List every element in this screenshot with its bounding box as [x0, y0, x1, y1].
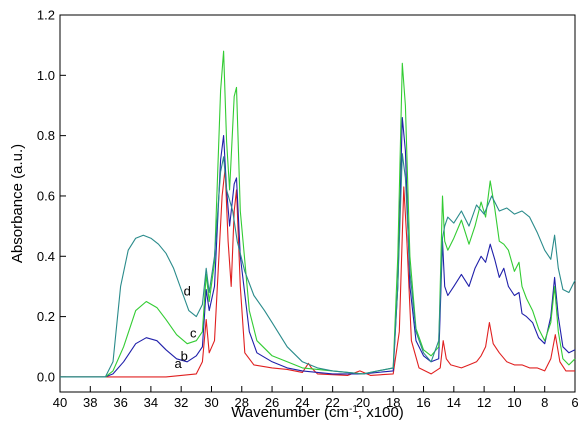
x-tick-label: 12 [477, 395, 491, 410]
y-tick-label: 1.2 [37, 8, 55, 23]
y-tick-label: 0.4 [37, 249, 55, 264]
x-tick-label: 24 [295, 395, 309, 410]
x-axis-title-tail: , x100) [358, 404, 404, 421]
y-tick-label: 0.0 [37, 369, 55, 384]
x-tick-label: 28 [235, 395, 249, 410]
curve-labels: abc d [175, 283, 198, 370]
plot-frame [59, 14, 576, 393]
x-tick-label: 40 [53, 395, 67, 410]
x-tick-label: 26 [265, 395, 279, 410]
y-tick-label: 1.0 [37, 68, 55, 83]
series-line-d [60, 153, 576, 378]
x-tick-label: 38 [83, 395, 97, 410]
x-tick-label: 32 [174, 395, 188, 410]
x-tick-label: 36 [113, 395, 127, 410]
x-axis-title-superscript: -1 [349, 404, 358, 415]
y-axis-title: Absorbance (a.u.) [9, 144, 26, 263]
y-axis-ticks: 0.0 0.2 0.4 0.6 0.8 1.0 1.2 [37, 8, 66, 384]
y-tick-label: 0.8 [37, 128, 55, 143]
y-tick-label: 0.2 [37, 309, 55, 324]
series-line-c [60, 50, 576, 378]
x-axis-title: Wavenumber (cm-1, x100) [231, 404, 404, 422]
x-tick-label: 14 [447, 395, 461, 410]
series-line-b [60, 116, 576, 378]
x-tick-label: 6 [571, 395, 578, 410]
x-tick-label: 22 [325, 395, 339, 410]
x-tick-label: 10 [507, 395, 521, 410]
x-tick-label: 8 [541, 395, 548, 410]
series-lines [60, 50, 576, 378]
x-tick-label: 16 [416, 395, 430, 410]
curve-label-b: b [181, 348, 188, 363]
curve-label-a: a [175, 356, 183, 371]
curve-label-c: c [190, 326, 197, 341]
curve-label-d: d [184, 283, 191, 298]
series-line-a [60, 168, 575, 378]
x-tick-label: 34 [144, 395, 158, 410]
x-tick-label: 20 [356, 395, 370, 410]
y-tick-label: 0.6 [37, 188, 55, 203]
x-axis-ticks: 40 38 36 34 32 30 28 26 24 22 20 18 16 14 12 10 8 6 [53, 386, 579, 410]
x-tick-label: 30 [204, 395, 218, 410]
x-axis-title-main: Wavenumber (cm [231, 404, 349, 421]
x-tick-label: 18 [386, 395, 400, 410]
